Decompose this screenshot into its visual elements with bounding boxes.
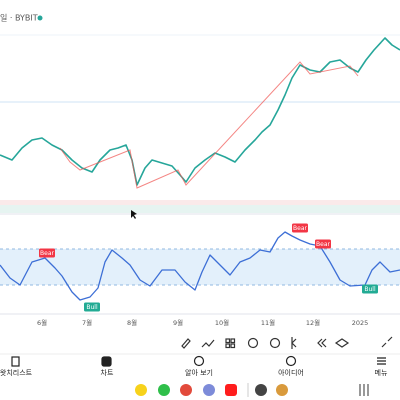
recent-apps[interactable] [359,384,369,396]
signal-badge [39,248,55,258]
nav-icon[interactable] [285,355,297,367]
signal-label: Bear [40,250,54,257]
signal-badge [315,239,331,249]
toolbar [181,336,393,349]
tool-rewind[interactable] [317,338,327,348]
signal-label: Bear [293,225,307,232]
time-label: 6월 [37,318,47,327]
tool-grid[interactable] [225,338,231,344]
price-pane [0,34,400,219]
app-icon[interactable] [203,384,215,396]
tool-indicator[interactable] [201,339,215,348]
nav-label[interactable]: 메뉴 [375,369,388,377]
nav-icon[interactable] [11,356,20,367]
time-label: 7월 [82,318,92,327]
app-icon[interactable] [180,384,192,396]
app-icon[interactable] [135,384,147,396]
volume-bars [0,200,400,213]
nav-label[interactable]: 왓치리스트 [0,368,33,377]
tool-grid[interactable] [230,343,236,349]
tool-grid[interactable] [230,338,236,344]
nav-icon[interactable] [193,355,205,367]
app-icon[interactable] [276,384,288,396]
price-line-shadow [59,61,359,189]
nav-label[interactable]: 아이디어 [278,368,304,377]
nav-label[interactable]: 알아 보기 [185,368,213,377]
nav-icon[interactable] [101,356,112,367]
cursor [131,210,137,219]
tool-draw[interactable] [381,336,393,348]
volume-area [0,205,400,213]
signal-label: Bull [86,304,98,311]
signal-label: Bear [316,241,330,248]
tool-alert[interactable] [269,337,281,349]
nav-label[interactable]: 차트 [101,368,114,377]
nav-icon[interactable] [377,357,386,365]
symbol-label: 일 · BYBIT [0,14,38,23]
signal-badge [362,284,378,294]
nav-icons [11,355,386,367]
system-dock [135,383,369,397]
time-label: 10월 [215,318,229,327]
time-label: 2025 [352,319,369,327]
rsi-line [0,231,400,301]
signal-label: Bull [364,286,376,293]
app-icon[interactable] [158,384,170,396]
time-label: 8월 [127,318,137,327]
tool-replay[interactable] [291,337,297,349]
time-label: 11월 [261,318,275,327]
signal-badge [84,302,100,312]
app-icon[interactable] [225,384,237,396]
tool-grid[interactable] [225,343,231,349]
rsi-pane [0,231,400,301]
time-label: 9월 [173,318,183,327]
tool-pencil[interactable] [181,338,191,349]
app-icon[interactable] [255,384,267,396]
tool-layers[interactable] [334,338,350,348]
status-dot [37,15,43,21]
signal-badge [292,223,308,233]
price-line [0,37,400,186]
volume-area [0,200,400,213]
time-label: 12월 [306,318,320,327]
tool-add[interactable] [247,337,259,349]
